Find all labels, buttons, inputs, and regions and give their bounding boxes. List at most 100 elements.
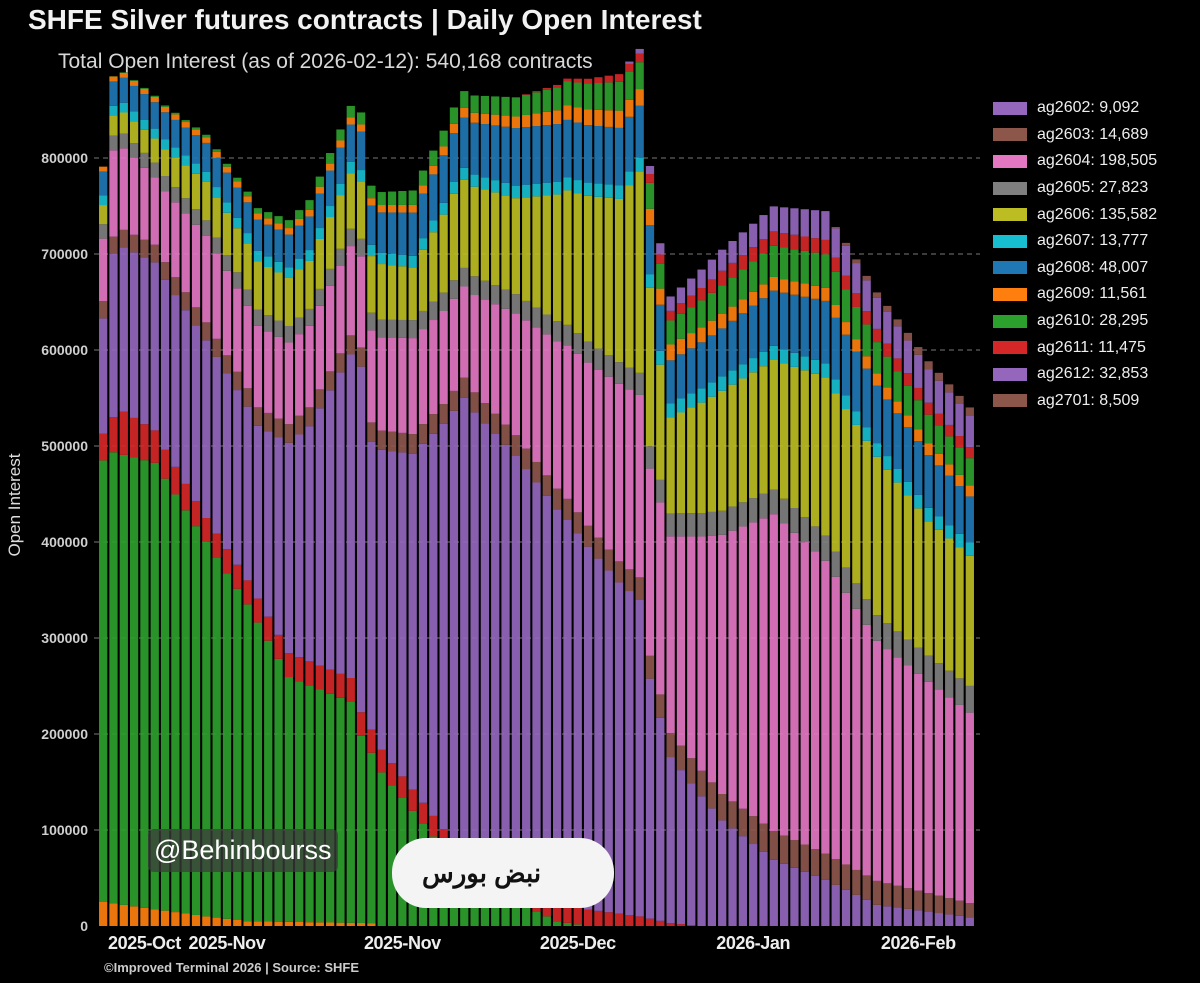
bar-segment-ag2606 xyxy=(553,194,562,322)
bar-segment-ag2605 xyxy=(903,639,913,666)
bar-segment-ag2603 xyxy=(934,895,944,914)
bar-stack xyxy=(852,259,861,926)
bar-segment-ag2609 xyxy=(955,474,964,487)
bar-stack xyxy=(367,185,376,926)
bar-stack xyxy=(687,278,696,926)
bar-segment-ag2602 xyxy=(790,867,799,926)
bar-segment-ag2605 xyxy=(336,248,345,266)
bar-segment-ag2609 xyxy=(594,109,603,126)
bar-segment-ag2610 xyxy=(553,87,562,111)
bar-segment-ag2512 xyxy=(253,622,263,922)
bar-segment-ag2607 xyxy=(491,180,500,193)
bar-segment-ag2601 xyxy=(99,433,108,461)
bar-segment-ag2512 xyxy=(284,677,293,922)
bar-segment-ag2611 xyxy=(924,402,933,415)
bar-segment-ag2512 xyxy=(264,640,273,922)
legend-item: ag2608: 48,007 xyxy=(993,255,1157,282)
bar-segment-ag2607 xyxy=(480,177,490,190)
bar-stack xyxy=(243,191,252,926)
bar-segment-ag2607 xyxy=(852,411,861,425)
bar-segment-ag2608 xyxy=(934,465,944,517)
bar-segment-ag2606 xyxy=(274,272,283,321)
bar-segment-ag2512 xyxy=(305,685,314,923)
bar-segment-ag2602 xyxy=(295,434,304,658)
legend-label: ag2611: 11,475 xyxy=(1037,338,1146,356)
bar-segment-ag2610 xyxy=(171,112,180,115)
bar-segment-ag2612 xyxy=(738,232,747,256)
bar-segment-ag2609 xyxy=(903,415,913,428)
bar-segment-ag2610 xyxy=(542,89,551,112)
bar-segment-ag2608 xyxy=(965,496,974,543)
bar-segment-ag2601 xyxy=(356,712,366,736)
bar-segment-ag2602 xyxy=(872,904,882,926)
bar-segment-ag2611 xyxy=(965,447,974,459)
bar-segment-ag2604 xyxy=(914,673,923,891)
bar-stack xyxy=(480,95,490,926)
bar-segment-ag2610 xyxy=(872,342,882,374)
bar-segment-ag2603 xyxy=(171,277,180,296)
bar-segment-ag2603 xyxy=(511,435,520,456)
bar-segment-ag2610 xyxy=(563,81,572,106)
bar-segment-ag2602 xyxy=(439,423,448,830)
bar-segment-ag2604 xyxy=(625,389,634,570)
bar-segment-ag2606 xyxy=(645,287,655,447)
y-tick-label: 600000 xyxy=(41,342,88,358)
bar-segment-ag2606 xyxy=(831,393,840,552)
bar-segment-ag2601 xyxy=(346,678,355,702)
bar-stack xyxy=(645,166,655,926)
bar-segment-ag2602 xyxy=(573,533,582,907)
legend-label: ag2606: 135,582 xyxy=(1037,205,1158,223)
bar-segment-ag2610 xyxy=(480,95,490,114)
bar-segment-ag2609 xyxy=(604,110,613,127)
bar-segment-ag2609 xyxy=(326,163,335,171)
bar-segment-ag2604 xyxy=(676,536,686,746)
bar-segment-ag2605 xyxy=(222,255,232,271)
bar-segment-ag2601 xyxy=(573,906,582,925)
bar-segment-ag2602 xyxy=(305,426,314,662)
bar-stack xyxy=(790,208,799,926)
bar-segment-ag2610 xyxy=(841,289,851,323)
bar-segment-ag2604 xyxy=(553,341,562,489)
bar-segment-ag2512 xyxy=(315,689,324,923)
bar-segment-ag2605 xyxy=(140,152,149,168)
bar-segment-ag2605 xyxy=(625,367,634,390)
bar-segment-ag2511 xyxy=(202,916,211,926)
bar-segment-ag2610 xyxy=(687,307,696,334)
bar-segment-ag2603 xyxy=(604,549,613,571)
bar-segment-ag2511 xyxy=(140,907,149,926)
bar-segment-ag2606 xyxy=(759,366,768,494)
bar-segment-ag2511 xyxy=(264,921,273,926)
bar-stack xyxy=(439,130,448,926)
bar-segment-ag2604 xyxy=(645,468,655,656)
bar-segment-ag2701 xyxy=(924,361,933,370)
bar-segment-ag2701 xyxy=(893,319,902,327)
bar-segment-ag2606 xyxy=(934,529,944,664)
bar-segment-ag2605 xyxy=(367,312,376,331)
bar-segment-ag2607 xyxy=(377,252,386,265)
bar-stack xyxy=(934,372,944,926)
x-tick-label: 2025-Dec xyxy=(540,933,616,953)
bar-segment-ag2606 xyxy=(387,265,397,320)
bar-segment-ag2606 xyxy=(150,138,159,163)
bar-segment-ag2607 xyxy=(253,250,263,262)
bar-stack xyxy=(233,177,242,926)
bar-segment-ag2605 xyxy=(604,355,613,377)
bar-segment-ag2605 xyxy=(233,272,242,289)
bar-segment-ag2611 xyxy=(780,233,789,248)
bar-segment-ag2606 xyxy=(666,417,675,514)
bar-segment-ag2608 xyxy=(625,116,634,172)
bar-stack xyxy=(769,206,778,926)
bar-segment-ag2603 xyxy=(759,823,768,852)
bar-segment-ag2611 xyxy=(532,91,541,93)
bar-segment-ag2605 xyxy=(862,599,871,625)
bar-segment-ag2604 xyxy=(852,608,861,870)
bar-segment-ag2610 xyxy=(759,253,768,285)
bar-segment-ag2608 xyxy=(583,125,593,183)
bar-segment-ag2612 xyxy=(790,208,799,235)
bar-segment-ag2602 xyxy=(924,911,933,926)
bar-segment-ag2607 xyxy=(408,255,417,268)
bar-segment-ag2605 xyxy=(439,292,448,311)
bar-segment-ag2511 xyxy=(119,904,128,926)
bar-segment-ag2603 xyxy=(625,569,634,592)
bar-segment-ag2511 xyxy=(191,914,201,926)
